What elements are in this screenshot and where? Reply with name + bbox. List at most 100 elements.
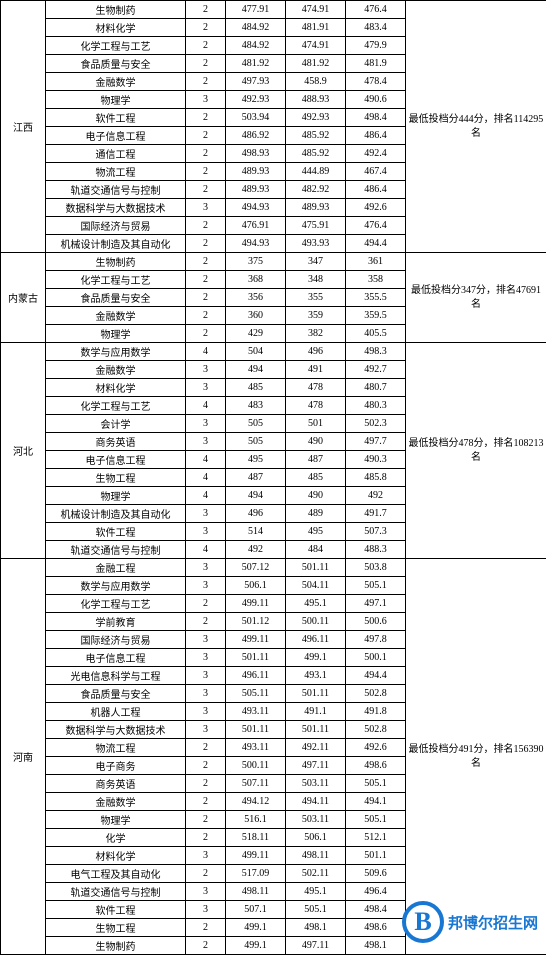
n-cell: 2 bbox=[186, 163, 226, 181]
major-cell: 商务英语 bbox=[46, 775, 186, 793]
v3-cell: 490.6 bbox=[346, 91, 406, 109]
n-cell: 3 bbox=[186, 883, 226, 901]
v1-cell: 499.1 bbox=[226, 919, 286, 937]
v3-cell: 498.4 bbox=[346, 109, 406, 127]
v3-cell: 476.4 bbox=[346, 217, 406, 235]
v2-cell: 495 bbox=[286, 523, 346, 541]
v3-cell: 498.6 bbox=[346, 919, 406, 937]
v2-cell: 488.93 bbox=[286, 91, 346, 109]
n-cell: 2 bbox=[186, 55, 226, 73]
v2-cell: 359 bbox=[286, 307, 346, 325]
major-cell: 学前教育 bbox=[46, 613, 186, 631]
n-cell: 2 bbox=[186, 919, 226, 937]
n-cell: 2 bbox=[186, 37, 226, 55]
major-cell: 金融工程 bbox=[46, 559, 186, 577]
v2-cell: 348 bbox=[286, 271, 346, 289]
v2-cell: 382 bbox=[286, 325, 346, 343]
v1-cell: 477.91 bbox=[226, 1, 286, 19]
major-cell: 软件工程 bbox=[46, 901, 186, 919]
v1-cell: 499.11 bbox=[226, 631, 286, 649]
v2-cell: 495.1 bbox=[286, 883, 346, 901]
v2-cell: 503.11 bbox=[286, 811, 346, 829]
major-cell: 电子信息工程 bbox=[46, 127, 186, 145]
n-cell: 3 bbox=[186, 379, 226, 397]
v1-cell: 484.92 bbox=[226, 37, 286, 55]
n-cell: 3 bbox=[186, 685, 226, 703]
v3-cell: 467.4 bbox=[346, 163, 406, 181]
major-cell: 食品质量与安全 bbox=[46, 685, 186, 703]
v2-cell: 493.1 bbox=[286, 667, 346, 685]
n-cell: 3 bbox=[186, 703, 226, 721]
province-cell: 江西 bbox=[1, 1, 46, 253]
n-cell: 3 bbox=[186, 91, 226, 109]
v3-cell: 355.5 bbox=[346, 289, 406, 307]
major-cell: 数据科学与大数据技术 bbox=[46, 721, 186, 739]
v1-cell: 483 bbox=[226, 397, 286, 415]
major-cell: 物理学 bbox=[46, 487, 186, 505]
n-cell: 2 bbox=[186, 235, 226, 253]
table-row: 内蒙古生物制药2375347361最低投档分347分，排名47691名 bbox=[1, 253, 546, 271]
v1-cell: 497.93 bbox=[226, 73, 286, 91]
major-cell: 物理学 bbox=[46, 811, 186, 829]
n-cell: 2 bbox=[186, 613, 226, 631]
v1-cell: 485 bbox=[226, 379, 286, 397]
watermark-letter: B bbox=[414, 907, 431, 937]
v2-cell: 485.92 bbox=[286, 127, 346, 145]
v1-cell: 489.93 bbox=[226, 181, 286, 199]
v1-cell: 503.94 bbox=[226, 109, 286, 127]
v3-cell: 359.5 bbox=[346, 307, 406, 325]
v1-cell: 429 bbox=[226, 325, 286, 343]
watermark-logo-circle: B bbox=[402, 901, 444, 943]
note-cell: 最低投档分444分，排名114295名 bbox=[406, 1, 546, 253]
v2-cell: 502.11 bbox=[286, 865, 346, 883]
v1-cell: 494 bbox=[226, 361, 286, 379]
v1-cell: 368 bbox=[226, 271, 286, 289]
v3-cell: 496.4 bbox=[346, 883, 406, 901]
major-cell: 材料化学 bbox=[46, 847, 186, 865]
v2-cell: 496.11 bbox=[286, 631, 346, 649]
v1-cell: 493.11 bbox=[226, 739, 286, 757]
v2-cell: 500.11 bbox=[286, 613, 346, 631]
n-cell: 4 bbox=[186, 343, 226, 361]
v3-cell: 490.3 bbox=[346, 451, 406, 469]
table-row: 江西生物制药2477.91474.91476.4最低投档分444分，排名1142… bbox=[1, 1, 546, 19]
v2-cell: 492.11 bbox=[286, 739, 346, 757]
province-cell: 内蒙古 bbox=[1, 253, 46, 343]
major-cell: 金融数学 bbox=[46, 307, 186, 325]
n-cell: 2 bbox=[186, 181, 226, 199]
v3-cell: 485.8 bbox=[346, 469, 406, 487]
n-cell: 3 bbox=[186, 361, 226, 379]
major-cell: 机械设计制造及其自动化 bbox=[46, 505, 186, 523]
v3-cell: 492.7 bbox=[346, 361, 406, 379]
major-cell: 国际经济与贸易 bbox=[46, 631, 186, 649]
v2-cell: 491 bbox=[286, 361, 346, 379]
v2-cell: 478 bbox=[286, 379, 346, 397]
v1-cell: 493.11 bbox=[226, 703, 286, 721]
n-cell: 3 bbox=[186, 847, 226, 865]
n-cell: 2 bbox=[186, 271, 226, 289]
v2-cell: 501.11 bbox=[286, 721, 346, 739]
n-cell: 4 bbox=[186, 541, 226, 559]
v2-cell: 489 bbox=[286, 505, 346, 523]
major-cell: 食品质量与安全 bbox=[46, 289, 186, 307]
major-cell: 软件工程 bbox=[46, 523, 186, 541]
v2-cell: 475.91 bbox=[286, 217, 346, 235]
n-cell: 2 bbox=[186, 937, 226, 955]
v2-cell: 481.92 bbox=[286, 55, 346, 73]
major-cell: 轨道交通信号与控制 bbox=[46, 541, 186, 559]
v2-cell: 497.11 bbox=[286, 937, 346, 955]
n-cell: 3 bbox=[186, 415, 226, 433]
major-cell: 国际经济与贸易 bbox=[46, 217, 186, 235]
province-cell: 河北 bbox=[1, 343, 46, 559]
v2-cell: 489.93 bbox=[286, 199, 346, 217]
v3-cell: 507.3 bbox=[346, 523, 406, 541]
v2-cell: 485.92 bbox=[286, 145, 346, 163]
v2-cell: 495.1 bbox=[286, 595, 346, 613]
n-cell: 3 bbox=[186, 523, 226, 541]
v3-cell: 498.4 bbox=[346, 901, 406, 919]
v3-cell: 497.7 bbox=[346, 433, 406, 451]
v3-cell: 498.3 bbox=[346, 343, 406, 361]
v1-cell: 499.11 bbox=[226, 595, 286, 613]
n-cell: 2 bbox=[186, 307, 226, 325]
n-cell: 3 bbox=[186, 577, 226, 595]
